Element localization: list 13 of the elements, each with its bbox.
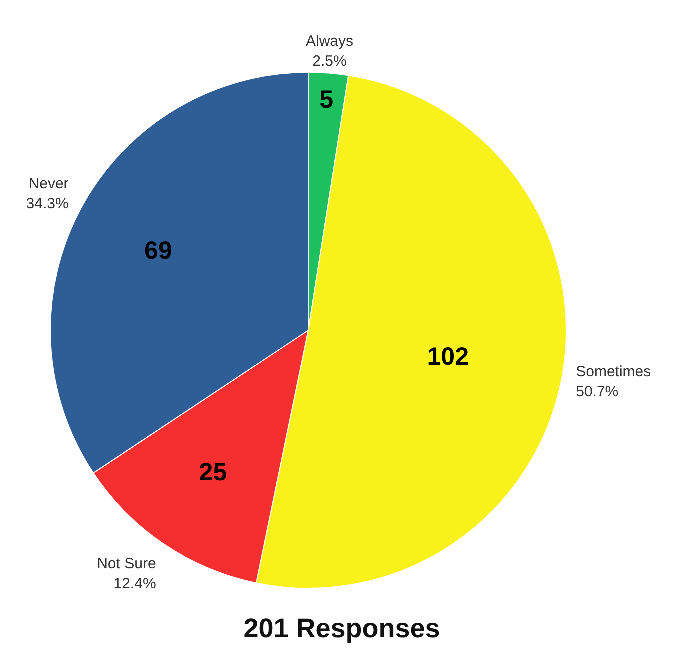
text: 2.5% [312,52,347,70]
text: 34.3% [26,195,69,212]
slice-label: Sometimes [576,364,652,381]
text: 50.7% [576,384,619,401]
data-label: 25 [199,458,228,487]
data-label: 5 [320,86,334,114]
text: 12.4% [114,575,156,592]
data-label: 69 [144,237,172,266]
slice-label: Always [306,32,354,50]
slice-label: Never [28,175,69,192]
slice-label: Not Sure [97,555,156,572]
text: 201 Responses [244,614,440,644]
data-label: 102 [427,342,469,371]
